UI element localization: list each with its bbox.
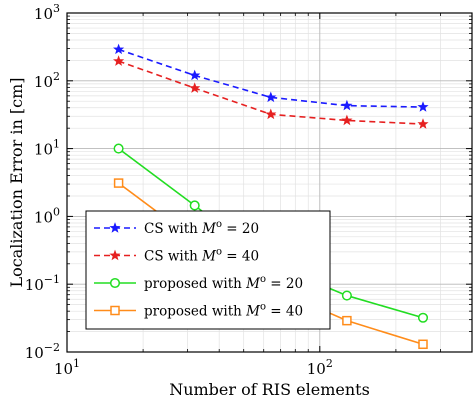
- x-axis-label: Number of RIS elements: [169, 380, 370, 399]
- legend-label-var: M: [201, 249, 217, 265]
- legend-swatch-marker: [109, 222, 121, 233]
- legend-label-var: M: [245, 276, 261, 292]
- tick-label-exponent: 1: [53, 138, 60, 151]
- data-point: [341, 99, 353, 111]
- y-axis-label: Localization Error in [cm]: [7, 78, 26, 288]
- legend-label: proposed with Mo = 40: [144, 302, 303, 320]
- tick-label-exponent: 2: [326, 357, 333, 370]
- data-point: [113, 178, 124, 188]
- legend-label-text: CS with: [144, 249, 202, 265]
- legend-label-value: = 40: [266, 304, 303, 320]
- series-line: [118, 48, 424, 108]
- tick-label-base: 10: [307, 360, 326, 378]
- tick-label-base: 10: [25, 276, 44, 294]
- legend-label-text: proposed with: [144, 276, 246, 292]
- data-point: [113, 43, 125, 55]
- legend-label-var: M: [201, 221, 217, 237]
- legend-label-var: M: [245, 304, 261, 320]
- y-tick-label: 10−2: [25, 341, 60, 362]
- data-point: [113, 55, 125, 66]
- legend-label-text: CS with: [144, 221, 202, 237]
- x-tick-label: 102: [307, 357, 333, 378]
- plot-frame: [66, 12, 473, 353]
- y-tick-label: 103: [34, 2, 60, 23]
- legend-label: proposed with Mo = 20: [144, 274, 303, 292]
- data-point: [189, 82, 201, 93]
- legend-swatch-marker: [109, 249, 121, 261]
- legend-swatch-marker: [109, 277, 121, 289]
- y-tick-label: 102: [34, 70, 60, 91]
- tick-marks: [66, 12, 473, 353]
- data-point: [341, 290, 352, 301]
- tick-label-exponent: −2: [44, 341, 60, 354]
- data-point: [113, 143, 124, 154]
- data-point: [189, 69, 201, 81]
- legend-label-sup: o: [260, 274, 266, 285]
- legend-label-value: = 20: [222, 221, 259, 237]
- tick-label-exponent: 2: [53, 70, 60, 83]
- series-1: [113, 43, 429, 112]
- tick-label-exponent: 3: [53, 2, 60, 15]
- tick-label-exponent: −1: [44, 273, 60, 286]
- tick-label-base: 10: [34, 73, 53, 91]
- legend-label-text: proposed with: [144, 304, 246, 320]
- tick-label-base: 10: [25, 344, 44, 362]
- legend-label-sup: o: [260, 302, 266, 313]
- legend-label-sup: o: [216, 219, 222, 230]
- legend-label-sup: o: [216, 247, 222, 258]
- data-point: [341, 114, 353, 126]
- legend-box: [85, 210, 331, 330]
- tick-label-base: 10: [34, 141, 53, 159]
- x-tick-label: 101: [54, 357, 80, 378]
- legend-label-value: = 20: [266, 276, 303, 292]
- legend-label-value: = 40: [222, 249, 259, 265]
- data-point: [189, 200, 200, 211]
- tick-label-exponent: 0: [53, 205, 60, 218]
- data-point: [418, 339, 428, 350]
- data-point: [265, 91, 277, 103]
- tick-label-exponent: 1: [73, 357, 80, 370]
- y-tick-label: 100: [34, 205, 60, 226]
- tick-label-base: 10: [34, 208, 53, 226]
- data-point: [417, 312, 429, 323]
- legend-label: CS with Mo = 40: [144, 247, 259, 265]
- data-point: [342, 315, 352, 326]
- series-2: [113, 55, 429, 129]
- legend-label: CS with Mo = 20: [144, 219, 259, 237]
- y-tick-label: 10−1: [25, 273, 60, 294]
- legend-swatch-marker: [110, 305, 120, 316]
- data-point: [417, 118, 429, 129]
- data-point: [417, 101, 429, 112]
- y-tick-label: 101: [34, 138, 60, 159]
- data-point: [265, 108, 277, 120]
- tick-label-base: 10: [54, 360, 73, 378]
- tick-label-base: 10: [34, 5, 53, 23]
